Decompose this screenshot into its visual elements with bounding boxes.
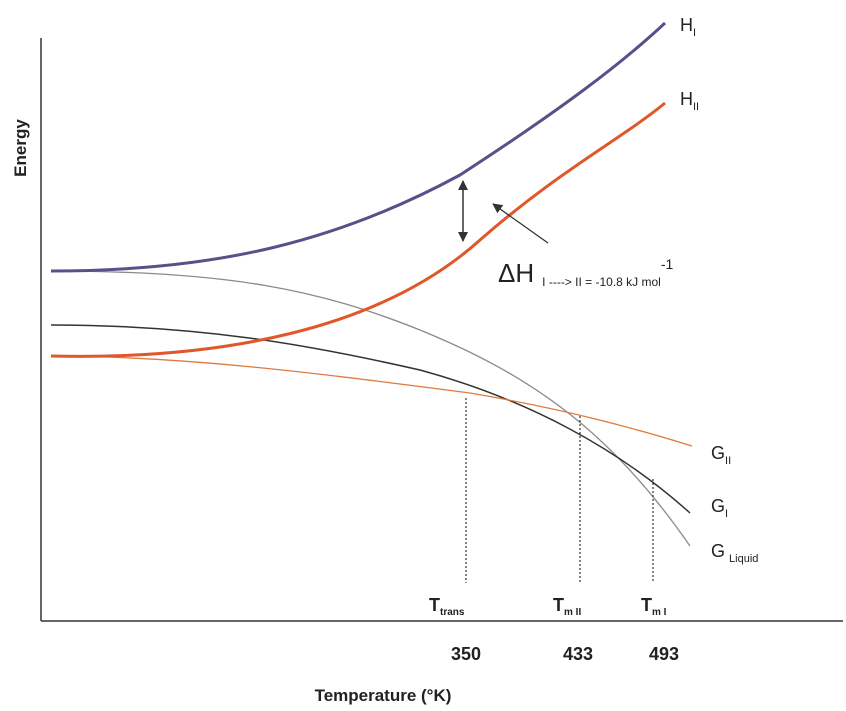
series-label-G_II: GII — [711, 443, 731, 467]
delta-h-annotation: ΔH I ----> II = -10.8 kJ mol-1 — [498, 256, 674, 289]
x-axis-title: Temperature (°K) — [315, 686, 452, 705]
series-line-H_II — [50, 101, 666, 358]
series-line-H_I — [50, 21, 667, 273]
series-label-G_I: GI — [711, 496, 728, 520]
transition-label-mII: Tm II — [553, 595, 581, 618]
series-label-H_II: HII — [680, 89, 699, 113]
series-line-G_liquid — [50, 270, 691, 547]
series-label-G_liquid: G Liquid — [711, 541, 758, 565]
tick-label-350: 350 — [451, 644, 481, 664]
tick-label-493: 493 — [649, 644, 679, 664]
delta-h-pointer — [492, 203, 549, 244]
y-axis-title: Energy — [11, 119, 30, 177]
transition-label-trans: Ttrans — [429, 595, 465, 618]
tick-label-433: 433 — [563, 644, 593, 664]
series-label-H_I: HI — [680, 15, 696, 39]
transition-label-mI: Tm I — [641, 595, 667, 618]
series-line-G_II — [50, 355, 693, 447]
series-line-G_I — [50, 324, 691, 514]
